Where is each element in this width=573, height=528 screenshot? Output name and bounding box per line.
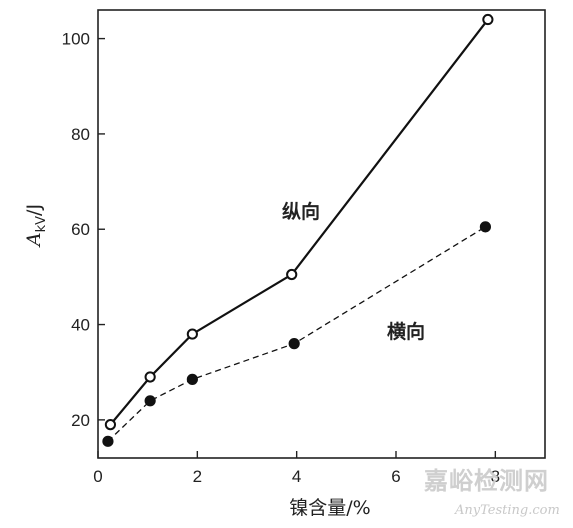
data-point-transverse	[186, 373, 198, 385]
watermark-english: AnyTesting.com	[454, 503, 560, 518]
data-point-transverse	[144, 395, 156, 407]
series-points	[102, 13, 494, 447]
data-point-longitudinal	[286, 268, 298, 281]
plot-frame	[97, 9, 546, 459]
data-point-transverse	[288, 338, 300, 350]
y-tick-label: 20	[71, 411, 90, 430]
data-point-longitudinal	[482, 13, 494, 26]
x-tick-label: 4	[292, 467, 301, 486]
y-axis-title: AkV/J	[23, 204, 49, 248]
series-label-longitudinal: 纵向	[282, 200, 320, 223]
series-label-transverse: 横向	[387, 320, 425, 343]
y-axis-title-symbol: A	[23, 232, 45, 248]
series-line-transverse	[107, 226, 486, 442]
data-point-longitudinal	[104, 419, 117, 431]
y-tick-label: 60	[71, 220, 90, 239]
data-point-transverse	[479, 221, 491, 233]
x-tick-label: 0	[93, 467, 102, 486]
data-point-longitudinal	[186, 328, 198, 340]
x-tick-label: 8	[491, 467, 500, 486]
data-point-transverse	[102, 435, 114, 447]
data-point-longitudinal	[144, 371, 156, 383]
x-tick-label: 2	[193, 467, 202, 486]
y-tick-label: 40	[71, 316, 90, 335]
y-tick-labels: 20 40 60 80 100	[62, 30, 90, 430]
watermark-chinese: 嘉峪检测网	[424, 467, 549, 495]
y-tick-label: 100	[62, 30, 90, 49]
y-axis-title-unit: /J	[23, 204, 45, 216]
x-tick-label: 6	[391, 467, 400, 486]
x-axis-title: 镍含量/%	[289, 497, 370, 519]
axis-ticks	[97, 37, 497, 458]
x-tick-labels: 0 2 4 6 8	[93, 467, 500, 486]
series-lines	[107, 18, 489, 442]
y-tick-label: 80	[71, 125, 90, 144]
y-axis-title-subscript: kV	[34, 216, 49, 233]
